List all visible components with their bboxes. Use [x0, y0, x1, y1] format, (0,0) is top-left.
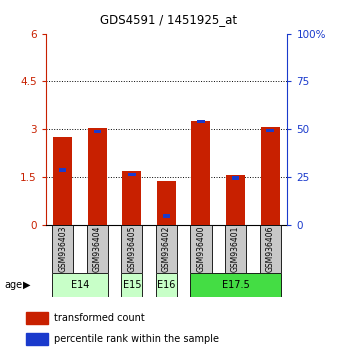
Bar — [52, 273, 108, 297]
Bar — [59, 169, 67, 172]
Text: GSM936406: GSM936406 — [266, 225, 274, 272]
Bar — [94, 130, 101, 133]
Text: E17.5: E17.5 — [222, 280, 249, 290]
Text: E14: E14 — [71, 280, 89, 290]
Bar — [232, 176, 239, 180]
Text: transformed count: transformed count — [54, 313, 144, 323]
Bar — [121, 225, 143, 273]
Bar — [156, 225, 177, 273]
Bar — [190, 273, 281, 297]
Bar — [197, 120, 204, 124]
Bar — [190, 225, 212, 273]
Text: E16: E16 — [157, 280, 176, 290]
Bar — [260, 225, 281, 273]
Bar — [87, 225, 108, 273]
Text: GSM936400: GSM936400 — [196, 225, 206, 272]
Text: GSM936402: GSM936402 — [162, 225, 171, 272]
Text: GDS4591 / 1451925_at: GDS4591 / 1451925_at — [100, 13, 238, 26]
Bar — [52, 225, 73, 273]
Bar — [26, 312, 48, 324]
Bar — [226, 175, 245, 225]
Text: GSM936405: GSM936405 — [127, 225, 137, 272]
Bar — [121, 273, 143, 297]
Bar — [156, 273, 177, 297]
Bar — [192, 121, 211, 225]
Bar — [157, 181, 176, 225]
Text: GSM936404: GSM936404 — [93, 225, 102, 272]
Bar — [53, 137, 72, 225]
Text: age: age — [4, 280, 22, 290]
Bar — [261, 127, 280, 225]
Bar — [122, 171, 141, 225]
Text: ▶: ▶ — [23, 280, 30, 290]
Bar — [163, 214, 170, 218]
Bar — [225, 225, 246, 273]
Bar — [26, 333, 48, 345]
Bar — [128, 172, 136, 176]
Text: percentile rank within the sample: percentile rank within the sample — [54, 334, 219, 344]
Text: GSM936403: GSM936403 — [58, 225, 67, 272]
Text: GSM936401: GSM936401 — [231, 225, 240, 272]
Bar — [88, 128, 107, 225]
Bar — [266, 129, 274, 132]
Text: E15: E15 — [123, 280, 141, 290]
